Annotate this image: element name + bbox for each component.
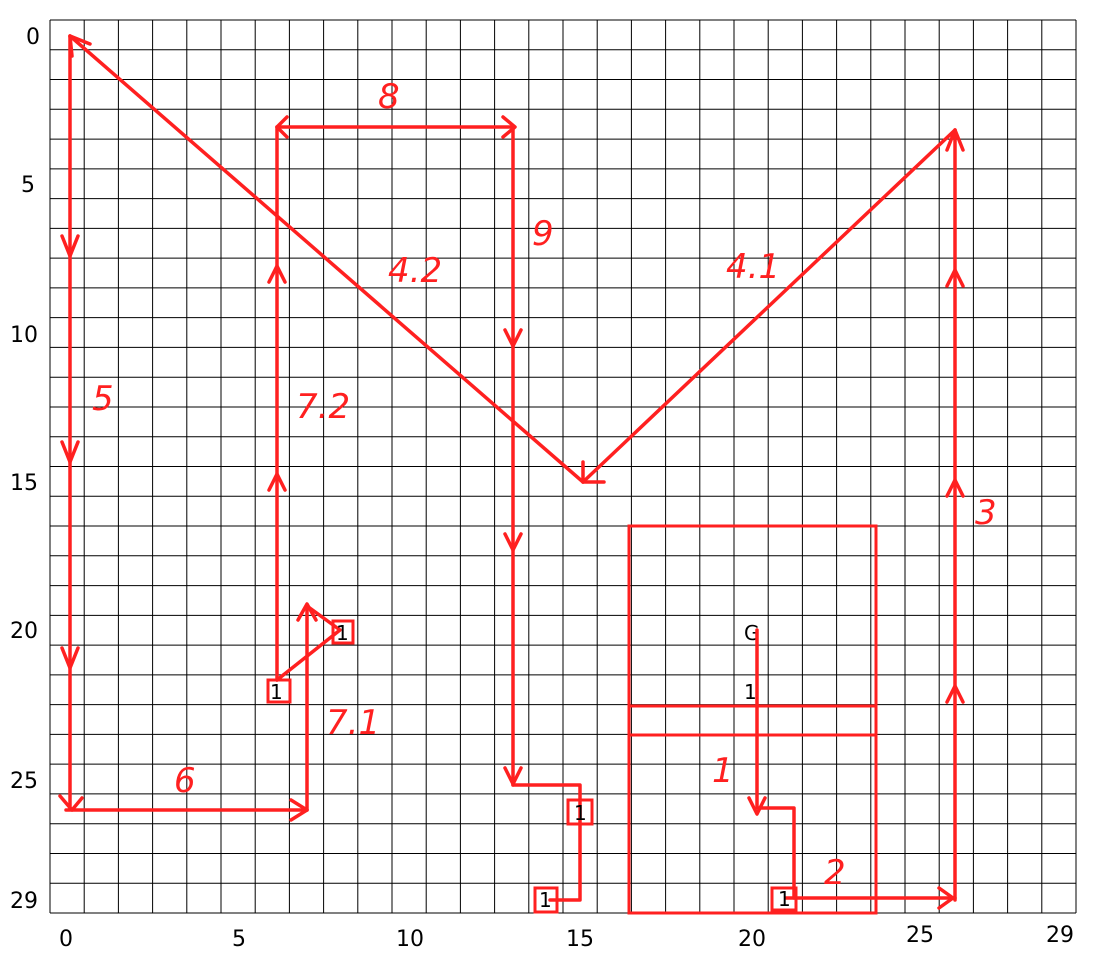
y-tick-15: 15 (10, 471, 38, 496)
arrow-head (267, 264, 287, 284)
arrow-head (503, 532, 523, 552)
label-4-1: 4.1 (726, 247, 780, 287)
x-axis-labels: 0 5 10 15 20 25 29 (59, 923, 1074, 952)
marker-box (331, 619, 355, 645)
arrow-head (267, 472, 287, 492)
label-4-2: 4.2 (388, 251, 442, 291)
arrow-head (747, 796, 767, 816)
arrow-head (945, 684, 965, 704)
room-outline (627, 524, 878, 915)
marker-box (566, 798, 594, 826)
y-axis-labels: 0 5 10 15 20 25 29 (10, 25, 40, 914)
y-tick-29: 29 (10, 889, 38, 914)
marker-box (533, 886, 559, 914)
x-tick-20: 20 (738, 927, 766, 952)
arrow-head (945, 128, 965, 152)
label-1: 1 (712, 751, 734, 791)
label-2: 2 (824, 853, 846, 893)
arrow-head (503, 328, 523, 348)
marker-box (770, 886, 798, 912)
arrow-head (503, 766, 523, 786)
x-tick-15: 15 (566, 927, 594, 952)
y-tick-0: 0 (26, 25, 40, 50)
arrow-head (60, 440, 80, 464)
label-8: 8 (378, 77, 400, 117)
arrow-head (296, 602, 318, 622)
arrow-head (58, 794, 84, 812)
label-6: 6 (174, 761, 196, 801)
arrow-head (937, 886, 955, 910)
marker-box (266, 678, 292, 704)
x-tick-25: 25 (906, 923, 934, 948)
label-3: 3 (975, 493, 997, 533)
route-paths (58, 34, 965, 910)
segment-labels: 8 9 4.2 4.1 5 7.2 3 7.1 6 1 2 (92, 77, 997, 893)
segment-4-1 (581, 128, 957, 484)
arrow-head (275, 115, 289, 139)
arrow-head (289, 798, 309, 822)
label-9: 9 (532, 214, 554, 254)
marker-label: 1 (778, 887, 791, 911)
x-tick-5: 5 (232, 927, 246, 952)
segment-step (511, 783, 582, 902)
y-tick-5: 5 (21, 173, 35, 198)
y-tick-20: 20 (10, 619, 38, 644)
y-tick-10: 10 (10, 323, 38, 348)
arrow-head (60, 234, 80, 258)
arrow-head (501, 115, 517, 139)
arrow-head (68, 34, 92, 58)
label-7-2: 7.2 (296, 387, 350, 427)
segment-zigzag (275, 604, 342, 682)
label-7-1: 7.1 (326, 703, 380, 743)
segment-1 (755, 628, 796, 900)
x-tick-29: 29 (1046, 923, 1074, 948)
y-tick-25: 25 (10, 769, 38, 794)
markers: 1 1 1 1 1 (266, 619, 798, 914)
marker-label: 1 (270, 680, 283, 704)
x-tick-0: 0 (59, 927, 73, 952)
arrow-head (581, 460, 606, 484)
arrow-head (60, 646, 80, 670)
marker-label: 1 (574, 801, 587, 825)
label-5: 5 (92, 379, 114, 419)
room-label-mid: 1 (744, 680, 757, 704)
arrow-head (945, 478, 965, 498)
marker-label: 1 (539, 888, 552, 912)
x-tick-10: 10 (396, 927, 424, 952)
segment-4-2 (68, 34, 585, 484)
room-block: G 1 (627, 524, 878, 915)
arrow-head (945, 268, 965, 288)
marker-label: 1 (336, 621, 349, 645)
